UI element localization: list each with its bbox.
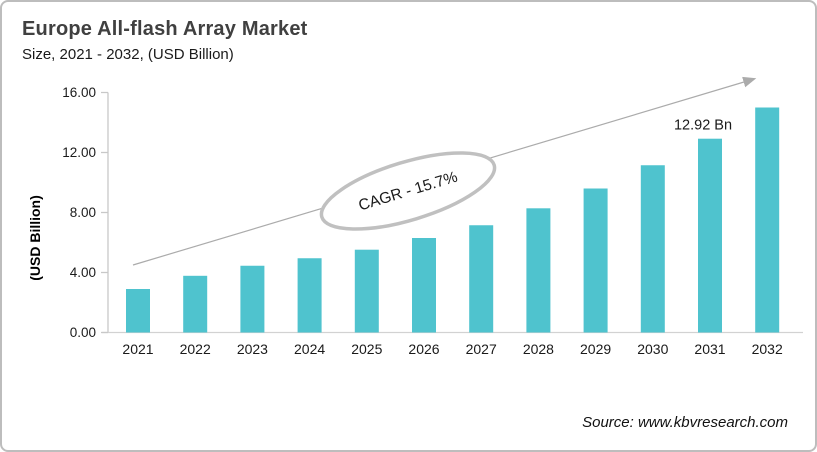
x-tick-label-2031: 2031 xyxy=(694,341,725,357)
y-tick-label: 8.00 xyxy=(70,205,96,220)
x-tick-label-2028: 2028 xyxy=(523,341,554,357)
x-tick-label-2025: 2025 xyxy=(351,341,382,357)
x-tick-label-2032: 2032 xyxy=(752,341,783,357)
chart-title: Europe All-flash Array Market xyxy=(22,18,308,40)
cagr-ellipse xyxy=(319,151,497,231)
bar-2029 xyxy=(583,188,608,333)
x-tick-label-2029: 2029 xyxy=(580,341,611,357)
x-tick-label-2027: 2027 xyxy=(466,341,497,357)
chart-subtitle: Size, 2021 - 2032, (USD Billion) xyxy=(22,46,234,63)
bar-2032 xyxy=(755,107,780,333)
x-tick-label-2026: 2026 xyxy=(408,341,439,357)
x-tick-label-2024: 2024 xyxy=(294,341,325,357)
source-credit: Source: www.kbvresearch.com xyxy=(582,414,788,431)
bar-2023 xyxy=(240,265,265,333)
x-tick-label-2021: 2021 xyxy=(122,341,153,357)
y-tick-label: 16.00 xyxy=(62,85,96,100)
y-tick-label: 12.00 xyxy=(62,145,96,160)
bar-2030 xyxy=(640,165,665,333)
y-tick-label: 0.00 xyxy=(70,325,96,340)
x-tick-label-2022: 2022 xyxy=(180,341,211,357)
bar-2021 xyxy=(126,289,150,333)
bar-2022 xyxy=(183,275,208,333)
bar-2031 xyxy=(698,138,722,333)
y-tick-label: 4.00 xyxy=(70,265,96,280)
bar-2024 xyxy=(297,258,322,333)
bar-2025 xyxy=(354,249,379,333)
point-value-label: 12.92 Bn xyxy=(674,118,732,134)
x-tick-label-2030: 2030 xyxy=(637,341,668,357)
bar-2028 xyxy=(526,208,551,333)
bar-2027 xyxy=(469,225,494,333)
bar-2026 xyxy=(412,238,436,333)
x-tick-label-2023: 2023 xyxy=(237,341,268,357)
